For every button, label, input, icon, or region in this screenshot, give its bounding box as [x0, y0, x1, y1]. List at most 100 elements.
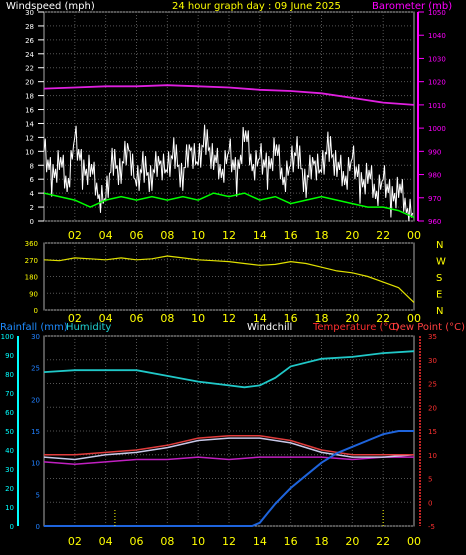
humidity-label: Humidity [66, 322, 111, 333]
temp-x-tick: 14 [253, 535, 267, 548]
wind-x-tick: 10 [191, 229, 205, 242]
direction-x-tick: 08 [160, 312, 174, 325]
wind-x-tick: 08 [160, 229, 174, 242]
wind-x-tick: 16 [284, 229, 298, 242]
barometer-tick-label: 990 [428, 148, 441, 156]
temp-x-tick: 00 [407, 535, 421, 548]
wind-tick-label: 22 [25, 65, 34, 73]
wind-x-tick: 14 [253, 229, 267, 242]
wind-tick-label: 14 [25, 120, 34, 128]
wind-tick-label: 6 [30, 176, 35, 184]
temperature-tick-label: 5 [428, 476, 432, 484]
direction-x-tick: 14 [253, 312, 267, 325]
humidity-tick-label: 90 [5, 352, 14, 360]
wind-tick-label: 4 [30, 190, 35, 198]
direction-letter: E [436, 290, 442, 301]
dewpoint-label: Dew Point (°C) [392, 322, 465, 333]
barometer-tick-label: 1040 [428, 32, 446, 40]
temperature-tick-label: 0 [428, 499, 432, 507]
temperature-line [44, 435, 414, 456]
humidity-tick-label: 0 [10, 523, 14, 531]
barometer-tick-label: 980 [428, 172, 441, 180]
barometer-tick-label: 1000 [428, 125, 446, 133]
windchill-label: Windchill [247, 322, 292, 333]
barometer-line [43, 84, 415, 106]
direction-x-tick: 00 [407, 312, 421, 325]
humidity-tick-label: 100 [1, 333, 14, 341]
barometer-tick-label: 1050 [428, 9, 446, 17]
temperature-tick-label: 15 [428, 428, 437, 436]
direction-x-tick: 06 [130, 312, 144, 325]
rainfall-line [44, 430, 414, 527]
barometer-tick-label: 960 [428, 218, 441, 226]
wind-tick-label: 30 [25, 9, 34, 17]
direction-letter: N [436, 306, 443, 317]
wind-tick-label: 18 [25, 93, 34, 101]
barometer-tick-label: 1020 [428, 79, 446, 87]
direction-tick-label: 180 [25, 274, 38, 282]
temp-x-tick: 20 [345, 535, 359, 548]
rain-tick-label: 15 [31, 428, 40, 436]
direction-x-tick: 16 [284, 312, 298, 325]
wind-tick-label: 16 [25, 107, 34, 115]
humidity-tick-label: 20 [5, 485, 14, 493]
humidity-tick-label: 30 [5, 466, 14, 474]
temp-x-tick: 04 [99, 535, 113, 548]
wind-tick-label: 8 [30, 162, 34, 170]
wind-tick-label: 28 [25, 23, 34, 31]
temperature-tick-label: 10 [428, 452, 437, 460]
wind-tick-label: 24 [25, 51, 34, 59]
wind-tick-label: 20 [25, 79, 34, 87]
temp-x-tick: 08 [160, 535, 174, 548]
humidity-tick-label: 70 [5, 390, 14, 398]
direction-tick-label: 270 [25, 257, 38, 265]
humidity-tick-label: 40 [5, 447, 14, 455]
temp-x-tick: 06 [130, 535, 144, 548]
direction-letter: W [436, 257, 446, 268]
temperature-tick-label: -5 [428, 523, 435, 531]
direction-tick-label: 0 [34, 307, 38, 315]
windspeed-label: Windspeed (mph) [6, 1, 95, 12]
rain-tick-label: 20 [31, 396, 40, 404]
temperature-label: Temperature (°C) [312, 322, 399, 333]
temp-x-tick: 18 [315, 535, 329, 548]
rain-label: Rainfall (mm) [0, 322, 68, 333]
direction-x-tick: 22 [376, 312, 390, 325]
wind-x-tick: 02 [68, 229, 82, 242]
rain-tick-label: 30 [31, 333, 40, 341]
wind-x-tick: 22 [376, 229, 390, 242]
direction-x-tick: 02 [68, 312, 82, 325]
graph-title: 24 hour graph day : 09 June 2025 [172, 1, 341, 12]
average-wind-line [43, 192, 415, 219]
barometer-label: Barometer (mb) [372, 1, 452, 12]
direction-x-tick: 04 [99, 312, 113, 325]
wind-direction-line [43, 255, 415, 304]
direction-x-tick: 20 [345, 312, 359, 325]
humidity-tick-label: 50 [5, 428, 14, 436]
barometer-tick-label: 970 [428, 195, 441, 203]
direction-tick-label: 360 [25, 240, 38, 248]
wind-tick-label: 10 [25, 148, 34, 156]
temp-x-tick: 02 [68, 535, 82, 548]
temperature-tick-label: 20 [428, 404, 437, 412]
wind-x-tick: 06 [130, 229, 144, 242]
humidity-tick-label: 10 [5, 504, 14, 512]
temp-x-tick: 12 [222, 535, 236, 548]
direction-letter: S [436, 273, 442, 284]
direction-letter: N [436, 240, 443, 251]
dewpoint-line [43, 456, 414, 466]
humidity-tick-label: 60 [5, 409, 14, 417]
direction-x-tick: 10 [191, 312, 205, 325]
direction-x-tick: 18 [315, 312, 329, 325]
barometer-tick-label: 1030 [428, 55, 446, 63]
temp-x-tick: 10 [191, 535, 205, 548]
wind-tick-label: 2 [30, 204, 34, 212]
temperature-tick-label: 25 [428, 381, 437, 389]
temperature-tick-label: 35 [428, 333, 437, 341]
wind-x-tick: 12 [222, 229, 236, 242]
temperature-tick-label: 30 [428, 357, 437, 365]
direction-tick-label: 90 [29, 290, 38, 298]
temp-x-tick: 22 [376, 535, 390, 548]
humidity-tick-label: 80 [5, 371, 14, 379]
